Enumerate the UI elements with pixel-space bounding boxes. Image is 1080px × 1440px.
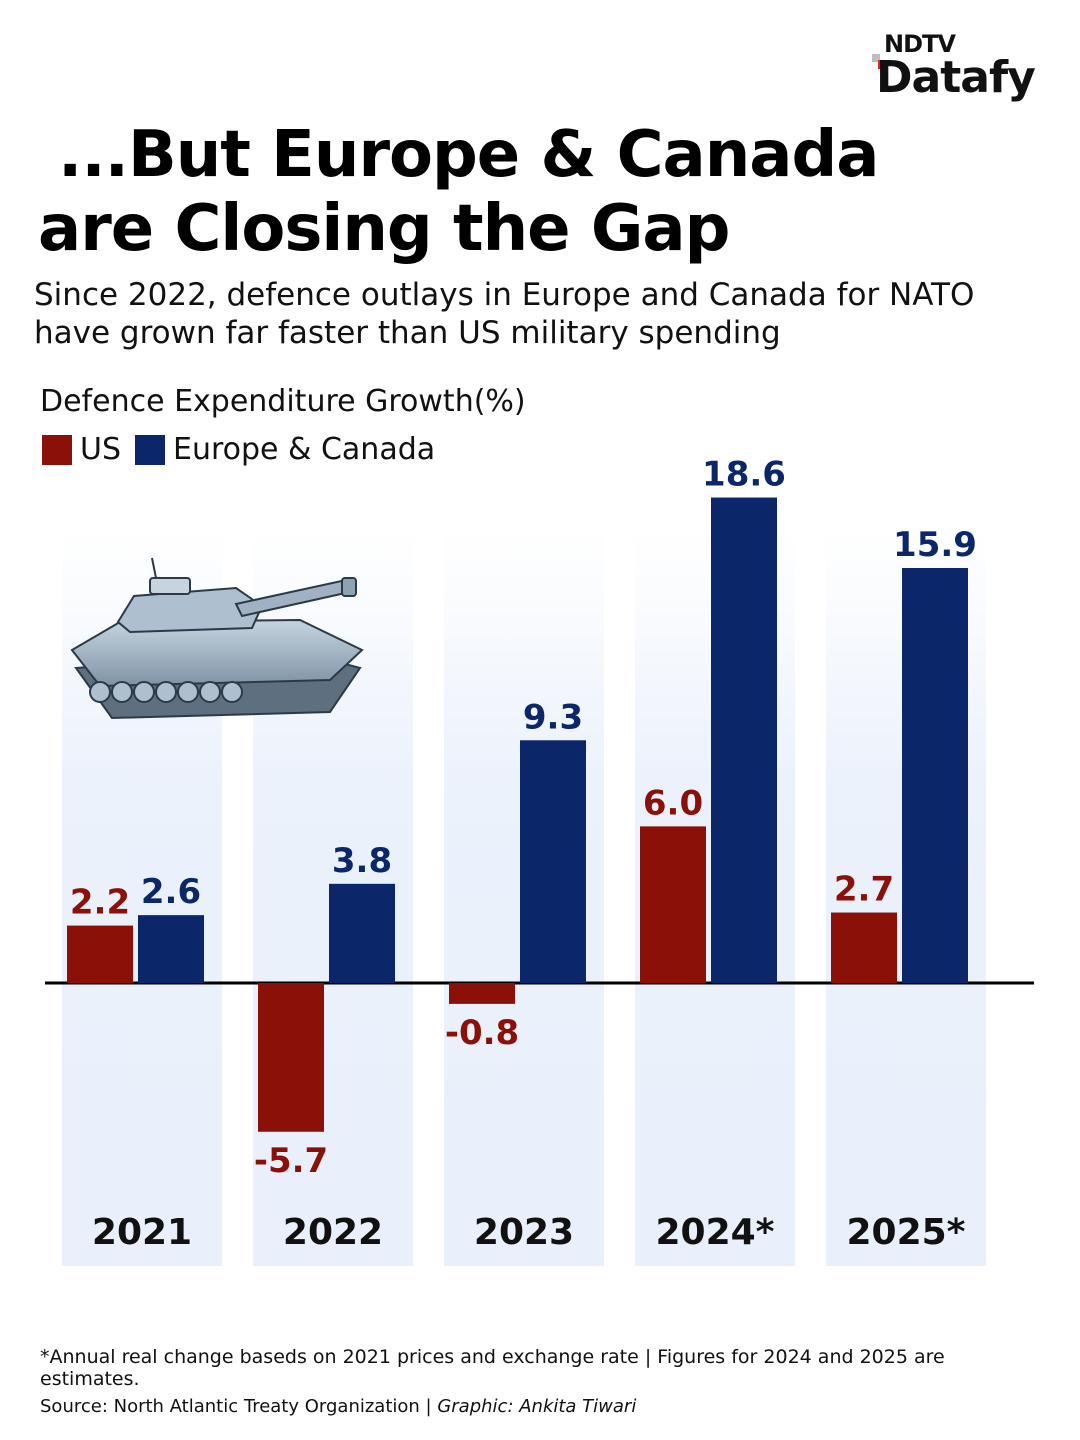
bar-us: [67, 925, 133, 983]
graphic-credit: Graphic: Ankita Tiwari: [437, 1396, 637, 1417]
value-label-us: 2.7: [834, 870, 894, 910]
tank-wheel: [111, 681, 133, 703]
x-tick-label: 2021: [92, 1212, 192, 1253]
bar-europe-canada: [329, 883, 395, 983]
legend-swatch-europe-canada: [135, 434, 166, 465]
value-label-europe-canada: 18.6: [702, 460, 786, 495]
ndtv-datafy-logo: NDTV Datafy: [872, 30, 1052, 110]
bar-us: [640, 826, 706, 983]
tank-muzzle: [341, 577, 357, 597]
value-label-us: -0.8: [445, 1013, 519, 1053]
x-tick-label: 2024*: [655, 1212, 774, 1253]
logo-ndtv-text: NDTV: [884, 30, 956, 58]
legend-swatch-us: [42, 434, 72, 465]
tank-wheel: [133, 681, 155, 703]
bar-us: [831, 912, 897, 983]
page-title: ...But Europe & Canada are Closing the G…: [38, 118, 998, 266]
legend-label-us: US: [80, 432, 122, 467]
x-tick-label: 2022: [283, 1212, 383, 1253]
tank-wheel: [177, 681, 199, 703]
tank-wheels: [89, 681, 243, 703]
x-tick-label: 2023: [474, 1212, 574, 1253]
title-line-1: ...But Europe & Canada: [58, 118, 879, 192]
x-tick-label: 2025*: [846, 1212, 965, 1253]
source-line: Source: North Atlantic Treaty Organizati…: [40, 1396, 636, 1417]
bar-chart: 2.2 2.6-5.73.8-0.89.36.018.62.715.9 2021 2…: [45, 460, 1034, 1266]
value-label-us: 2.2: [70, 883, 130, 923]
logo-red-square: [878, 60, 887, 69]
tank-hatch: [149, 577, 191, 595]
bar-europe-canada: [138, 915, 204, 983]
footnote: *Annual real change baseds on 2021 price…: [40, 1346, 945, 1390]
value-labels: 2.2 2.6 -5.7 3.8 -0.8 9.3 6.0 18.6 2.7 15.9: [70, 460, 977, 1181]
value-label-europe-canada: 15.9: [893, 525, 977, 565]
value-label-us: -5.7: [254, 1141, 328, 1181]
tank-wheel: [89, 681, 111, 703]
bar-europe-canada: [711, 497, 777, 983]
bar-us: [258, 983, 324, 1132]
bar-europe-canada: [520, 740, 586, 983]
chart-title: Defence Expenditure Growth(%): [40, 384, 526, 419]
value-label-europe-canada: 3.8: [332, 841, 392, 881]
tank-wheel: [155, 681, 177, 703]
tank-wheel: [221, 681, 243, 703]
legend-item-europe-canada: Europe & Canada: [135, 432, 435, 467]
x-tick-labels: 2021 2022 2023 2024* 2025*: [92, 1212, 966, 1253]
logo-grey-square: [872, 54, 880, 62]
tank-wheel: [199, 681, 221, 703]
tank-antenna: [151, 557, 157, 579]
value-label-europe-canada: 2.6: [141, 872, 201, 912]
subtitle: Since 2022, defence outlays in Europe an…: [34, 277, 975, 351]
bar-europe-canada: [902, 568, 968, 983]
title-line-2: are Closing the Gap: [38, 192, 730, 266]
value-label-us: 6.0: [643, 783, 703, 823]
legend-label-europe-canada: Europe & Canada: [173, 432, 436, 467]
bar-us: [449, 983, 515, 1004]
chart-legend: US Europe & Canada: [42, 432, 449, 467]
value-label-europe-canada: 9.3: [523, 697, 583, 737]
legend-item-us: US: [42, 432, 121, 467]
source-text: Source: North Atlantic Treaty Organizati…: [40, 1396, 438, 1417]
bars: [67, 497, 968, 1132]
logo-datafy-text: Datafy: [876, 52, 1036, 103]
tank-illustration: [70, 557, 364, 720]
